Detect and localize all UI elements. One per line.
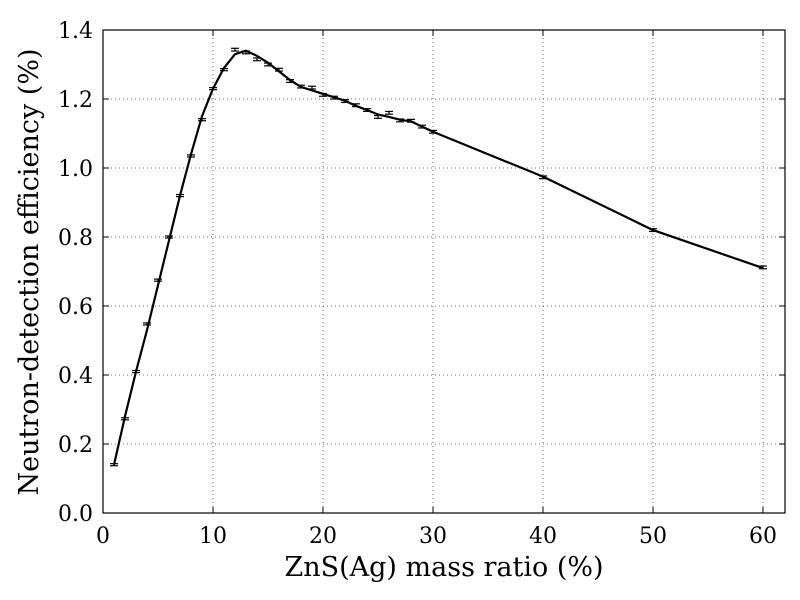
data-point: [363, 108, 371, 113]
data-point: [374, 114, 382, 119]
data-point: [649, 228, 657, 233]
data-point: [308, 85, 316, 90]
x-tick-label: 60: [749, 524, 777, 549]
data-point: [176, 193, 184, 198]
data-point: [385, 110, 393, 115]
y-tick-label: 0.6: [58, 295, 93, 320]
y-tick-label: 1.0: [58, 157, 93, 182]
y-tick-label: 0.2: [58, 433, 93, 458]
y-axis-label: Neutron-detection efficiency (%): [14, 48, 45, 495]
data-point: [143, 322, 151, 326]
x-tick-label: 0: [96, 524, 110, 549]
data-point: [220, 68, 228, 72]
y-tick-label: 0.8: [58, 226, 93, 251]
data-point: [286, 79, 294, 84]
x-tick-label: 50: [639, 524, 667, 549]
data-point: [242, 50, 250, 55]
data-point: [132, 369, 140, 374]
data-point: [154, 278, 162, 282]
data-point: [352, 103, 360, 108]
y-tick-label: 1.4: [58, 19, 93, 44]
y-tick-label: 0.4: [58, 364, 93, 389]
x-tick-label: 20: [309, 524, 337, 549]
x-tick-label: 10: [199, 524, 227, 549]
series-line: [112, 49, 764, 465]
data-point: [341, 99, 349, 104]
data-point: [264, 62, 272, 67]
data-point: [275, 67, 283, 72]
data-point: [396, 118, 404, 123]
series-layer: [110, 47, 767, 467]
y-tick-label: 0.0: [58, 502, 93, 527]
data-point: [209, 87, 217, 91]
data-point: [539, 175, 547, 180]
data-point: [187, 154, 195, 158]
x-tick-label: 30: [419, 524, 447, 549]
x-tick-labels: 0 10 20 30 40 50 60: [96, 524, 777, 549]
data-point: [231, 47, 239, 52]
x-tick-label: 40: [529, 524, 557, 549]
data-point: [198, 118, 206, 122]
data-point: [407, 118, 415, 123]
ticks: [102, 29, 785, 514]
data-point: [110, 463, 118, 467]
error-bars: [110, 47, 767, 467]
grid: [103, 30, 785, 513]
x-axis-label: ZnS(Ag) mass ratio (%): [284, 552, 603, 583]
data-point: [297, 84, 305, 89]
data-point: [429, 129, 437, 134]
y-tick-labels: 0.0 0.2 0.4 0.6 0.8 1.0 1.2 1.4: [58, 19, 93, 527]
data-point: [330, 95, 338, 100]
data-point: [121, 417, 129, 421]
plot-area-frame: [102, 29, 786, 514]
data-point: [319, 92, 327, 97]
data-point: [253, 57, 261, 62]
data-point: [418, 124, 426, 129]
y-tick-label: 1.2: [58, 88, 93, 113]
data-point: [759, 265, 767, 270]
data-point: [165, 235, 173, 239]
